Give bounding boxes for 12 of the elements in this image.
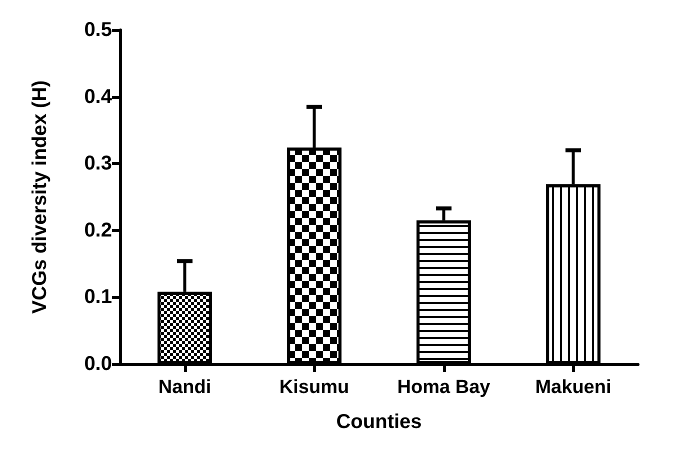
y-tick-label: 0.1 <box>84 286 112 308</box>
y-tick-label: 0.0 <box>84 353 112 375</box>
y-axis-title: VCGs diversity index (H) <box>29 80 51 314</box>
x-tick-label: Nandi <box>158 377 212 398</box>
y-tick-label: 0.4 <box>84 86 113 108</box>
x-axis-title: Counties <box>336 411 422 433</box>
x-tick-label: Makueni <box>535 377 612 398</box>
y-tick-label: 0.5 <box>84 19 112 41</box>
x-tick-label: Kisumu <box>279 377 350 398</box>
y-tick-label: 0.3 <box>84 152 112 175</box>
y-tick-label: 0.2 <box>84 219 112 242</box>
x-tick-label: Homa Bay <box>397 377 491 398</box>
